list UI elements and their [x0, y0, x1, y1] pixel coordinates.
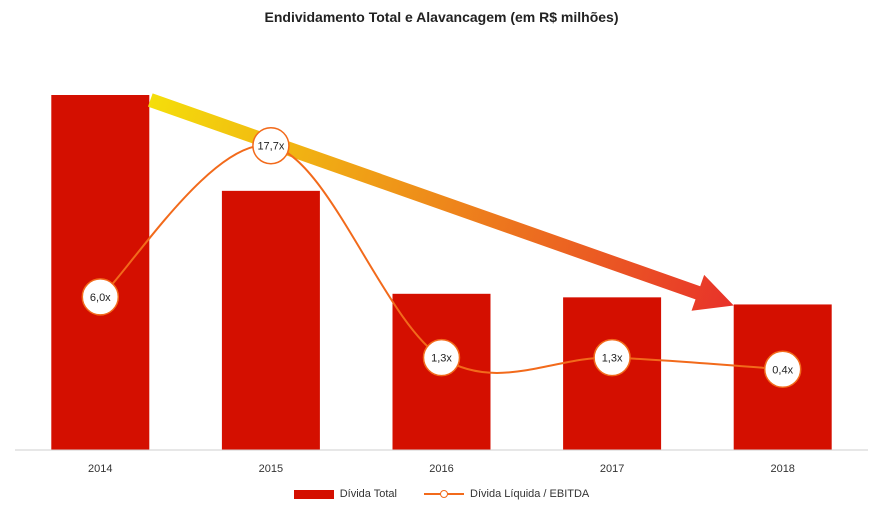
legend: Dívida Total Dívida Líquida / EBITDA — [0, 488, 883, 500]
line-point-2014 — [81, 278, 120, 316]
data-label-2015: 17,7x — [257, 141, 284, 153]
x-tick-2015: 2015 — [259, 463, 283, 475]
trend-arrow-shape — [147, 93, 734, 311]
legend-line-swatch — [424, 489, 465, 499]
x-tick-2014: 2014 — [88, 463, 112, 475]
line-point-2017 — [593, 338, 631, 377]
line-point-2018 — [763, 350, 802, 389]
bar-2015 — [221, 190, 320, 450]
line-point-2015 — [252, 126, 290, 165]
data-label-2017: 1,3x — [602, 353, 623, 365]
chart-title: Endividamento Total e Alavancagem (em R$… — [264, 9, 619, 25]
legend-item-alavancagem: Dívida Líquida / EBITDA — [424, 488, 589, 500]
data-label-2018: 0,4x — [772, 364, 793, 376]
line-point-2016 — [422, 338, 461, 377]
line-series-divida-liquida-ebitda — [99, 144, 783, 374]
bar-2014 — [51, 95, 150, 450]
legend-item-divida-total: Dívida Total — [293, 488, 397, 501]
data-label-2014: 6,0x — [90, 292, 111, 304]
data-label-2016: 1,3x — [431, 353, 452, 365]
legend-bar-swatch — [293, 489, 334, 499]
x-tick-2017: 2017 — [600, 463, 624, 475]
legend-label-alavancagem: Dívida Líquida / EBITDA — [470, 488, 590, 501]
x-tick-2018: 2018 — [770, 463, 794, 475]
legend-label-divida-total: Dívida Total — [339, 488, 397, 501]
trend-arrow — [147, 93, 734, 311]
x-tick-2016: 2016 — [429, 463, 453, 475]
